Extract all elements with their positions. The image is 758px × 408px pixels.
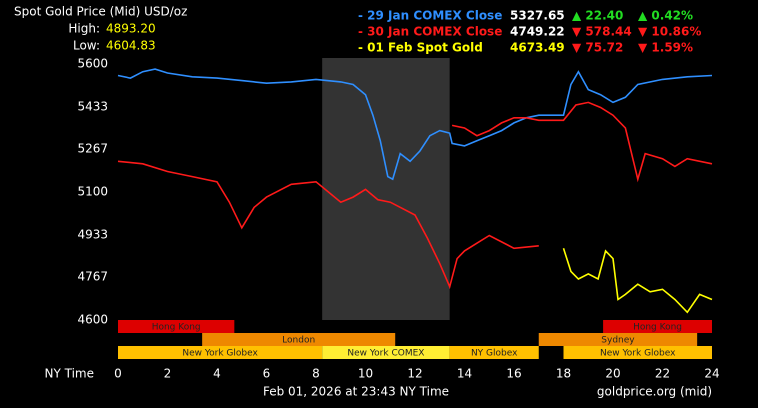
legend-entry: - 01 Feb Spot Gold [358, 41, 483, 55]
legend-change-pct: ▲ 0.42% [638, 9, 693, 23]
legend-change-pct: ▼ 1.59% [638, 41, 693, 55]
session-band [118, 346, 323, 359]
low-value: 4604.83 [106, 39, 156, 53]
session-band [538, 333, 698, 346]
session-label: NY Globex [471, 349, 518, 359]
legend-price: 4749.22 [510, 25, 565, 39]
y-tick-label: 5267 [77, 142, 108, 156]
session-band [603, 320, 712, 333]
x-axis-label: NY Time [45, 367, 95, 381]
x-tick-label: 14 [457, 367, 472, 381]
session-band [118, 320, 235, 333]
legend-change: ▼ 578.44 [572, 25, 632, 39]
x-tick-label: 16 [506, 367, 521, 381]
session-label: Sydney [601, 336, 635, 346]
series-line [117, 68, 713, 181]
session-label: Hong Kong [633, 323, 682, 333]
legend-entry: - 29 Jan COMEX Close [358, 9, 502, 23]
legend-price: 4673.49 [510, 41, 565, 55]
legend-change-pct: ▼ 10.86% [638, 25, 701, 39]
low-label: Low: [73, 39, 100, 53]
y-tick-label: 4767 [77, 270, 108, 284]
legend-price: 5327.65 [510, 9, 565, 23]
x-tick-label: 8 [312, 367, 320, 381]
session-label: New York COMEX [347, 349, 424, 359]
legend-change: ▲ 22.40 [572, 9, 623, 23]
x-tick-label: 12 [407, 367, 422, 381]
source: goldprice.org (mid) [597, 385, 712, 399]
y-tick-label: 5433 [77, 99, 108, 113]
session-band [322, 346, 450, 359]
x-tick-label: 18 [556, 367, 571, 381]
session-label: Hong Kong [152, 323, 201, 333]
session-band [202, 333, 396, 346]
x-tick-label: 20 [605, 367, 620, 381]
y-tick-label: 5600 [77, 57, 108, 71]
x-tick-label: 6 [263, 367, 271, 381]
x-tick-label: 24 [704, 367, 719, 381]
shaded-region [322, 58, 450, 320]
x-tick-label: 22 [655, 367, 670, 381]
session-band [563, 346, 712, 359]
high-label: High: [68, 22, 100, 36]
session-label: London [282, 336, 315, 346]
session-label: New York Globex [600, 349, 676, 359]
legend-change: ▼ 75.72 [572, 41, 623, 55]
footer: Feb 01, 2026 at 23:43 NY Time [263, 385, 449, 399]
series-line [117, 101, 713, 290]
session-band [449, 346, 539, 359]
legend-entry: - 30 Jan COMEX Close [358, 25, 502, 39]
y-tick-label: 4933 [77, 227, 108, 241]
x-tick-label: 4 [213, 367, 221, 381]
x-tick-label: 2 [164, 367, 172, 381]
chart-title: Spot Gold Price (Mid) USD/oz [14, 5, 187, 19]
y-tick-label: 5100 [77, 185, 108, 199]
series-line [562, 248, 713, 314]
session-label: New York Globex [182, 349, 258, 359]
high-value: 4893.20 [106, 22, 156, 36]
y-tick-label: 4600 [77, 313, 108, 327]
x-tick-label: 10 [358, 367, 373, 381]
x-tick-label: 0 [114, 367, 122, 381]
